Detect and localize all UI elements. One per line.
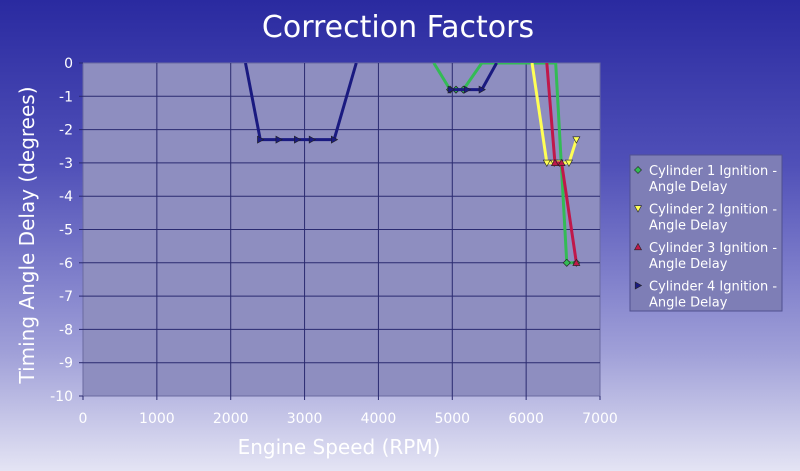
y-tick-label: -9: [59, 356, 73, 372]
data-point: [478, 85, 486, 94]
data-point: [633, 242, 643, 251]
y-tick-label: -4: [59, 189, 73, 205]
x-tick-label: 6000: [508, 411, 544, 427]
data-point: [257, 135, 265, 144]
data-point: [331, 135, 339, 144]
legend-label: Cylinder 2 Ignition -Angle Delay: [649, 203, 777, 234]
y-tick-label: 0: [64, 56, 73, 72]
series-line: [545, 63, 578, 264]
y-axis-ticks: 0 -1 -2 -3 -4 -5 -6 -7 -8 -9 -10: [50, 56, 73, 405]
data-point: [634, 166, 642, 174]
data-point: [550, 158, 559, 166]
legend-items: Cylinder 1 Ignition -Angle Delay Cylinder…: [633, 164, 777, 311]
data-point: [275, 135, 283, 144]
y-tick-label: -5: [59, 223, 73, 239]
data-point: [294, 135, 302, 144]
x-tick-label: 4000: [361, 411, 397, 427]
y-tick-label: -1: [59, 89, 73, 105]
x-tick-label: 3000: [287, 411, 323, 427]
series-4: [244, 63, 498, 144]
legend: [629, 154, 783, 312]
y-tick-label: -8: [59, 322, 73, 338]
data-point: [634, 281, 643, 290]
series-layer: [244, 63, 581, 267]
data-point: [562, 258, 571, 267]
legend-label: Cylinder 1 Ignition -Angle Delay: [649, 164, 777, 195]
x-tick-label: 0: [79, 411, 88, 427]
y-tick-label: -7: [59, 289, 73, 305]
legend-label: Cylinder 3 Ignition -Angle Delay: [649, 241, 777, 272]
y-axis-label: Timing Angle Delay (degrees): [15, 86, 39, 384]
chart-title: Correction Factors: [262, 10, 534, 45]
x-tick-label: 1000: [139, 411, 175, 427]
y-tick-label: -10: [50, 389, 73, 405]
data-point: [564, 159, 573, 168]
data-point: [557, 158, 566, 166]
data-point: [572, 258, 581, 266]
y-tick-label: -6: [59, 256, 73, 272]
data-point: [308, 135, 317, 144]
gridlines: [79, 62, 601, 400]
data-point: [633, 205, 643, 213]
data-point: [463, 85, 472, 94]
y-tick-label: -2: [59, 123, 73, 139]
series-3: [545, 63, 581, 266]
data-point: [447, 85, 455, 94]
data-point: [572, 136, 581, 144]
x-axis-ticks: 0 1000 2000 3000 4000 5000 6000 7000: [79, 411, 618, 427]
x-tick-label: 7000: [582, 411, 618, 427]
x-tick-label: 2000: [213, 411, 249, 427]
legend-label: Cylinder 4 Ignition -Angle Delay: [649, 280, 777, 311]
x-axis-label: Engine Speed (RPM): [238, 435, 441, 459]
series-line: [450, 63, 498, 92]
y-tick-label: -3: [59, 156, 73, 172]
data-point: [542, 159, 551, 168]
x-tick-label: 5000: [434, 411, 470, 427]
